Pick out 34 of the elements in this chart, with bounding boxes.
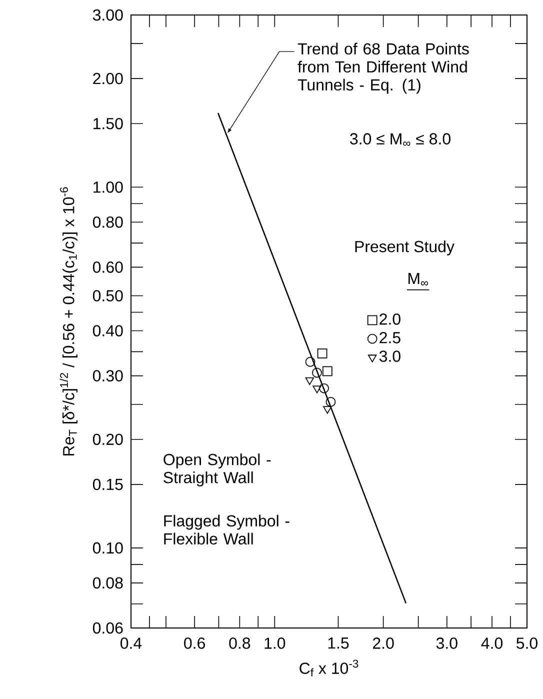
legend-title: Present Study bbox=[355, 240, 454, 256]
y-tick-label: 0.60 bbox=[92, 262, 123, 273]
y-tick-label: 0.80 bbox=[92, 216, 123, 228]
x-tick-label: 5.0 bbox=[516, 638, 538, 649]
x-tick-label: 0.4 bbox=[120, 638, 142, 649]
y-tick-label: 0.10 bbox=[92, 542, 123, 554]
y-tick-label: 1.50 bbox=[93, 118, 123, 130]
y-tick-label: 0.08 bbox=[92, 577, 123, 589]
y-tick-label: 0.30 bbox=[92, 370, 123, 382]
legend-label: 2.5 bbox=[379, 332, 400, 344]
annotation: M$_{∞}$ bbox=[408, 273, 428, 286]
y-axis-title: Re$_{T}$ [δ*/c]$^{1/2}$ / [0.56 + 0.44(c$_{1}$/c)] x 10$^{-6}$ bbox=[60, 187, 78, 456]
x-tick-label: 0.6 bbox=[184, 638, 205, 649]
y-tick-label: 1.00 bbox=[93, 181, 123, 193]
x-tick-label: 0.8 bbox=[228, 638, 250, 649]
x-tick-label: 1.5 bbox=[328, 638, 348, 649]
x-tick-label: 4.0 bbox=[481, 638, 502, 649]
annotation: Open Symbol - Straight Wall bbox=[163, 453, 270, 486]
annotation: 3.0 ≤ M$_{∞}$ ≤ 8.0 bbox=[350, 133, 450, 146]
y-tick-label: 0.20 bbox=[92, 434, 123, 446]
x-tick-label: 1.0 bbox=[264, 638, 285, 649]
y-tick-label: 0.06 bbox=[92, 622, 123, 634]
legend-label: 3.0 bbox=[379, 350, 400, 362]
x-axis-title: C$_{f}$ x 10$^{-3}$ bbox=[299, 660, 358, 676]
annotation: Trend of 68 Data Points from Ten Different Wind Tunnels - Eq. (1) bbox=[298, 42, 469, 94]
y-tick-label: 3.00 bbox=[92, 9, 123, 21]
y-tick-label: 2.00 bbox=[92, 72, 123, 84]
x-tick-label: 3.0 bbox=[436, 638, 458, 649]
legend-label: 2.0 bbox=[379, 313, 400, 325]
y-tick-label: 0.15 bbox=[92, 478, 123, 490]
annotation: Flagged Symbol - Flexible Wall bbox=[164, 514, 290, 545]
y-tick-label: 0.40 bbox=[92, 325, 123, 336]
y-tick-label: 0.50 bbox=[92, 290, 123, 302]
x-tick-label: 2.0 bbox=[372, 638, 394, 649]
